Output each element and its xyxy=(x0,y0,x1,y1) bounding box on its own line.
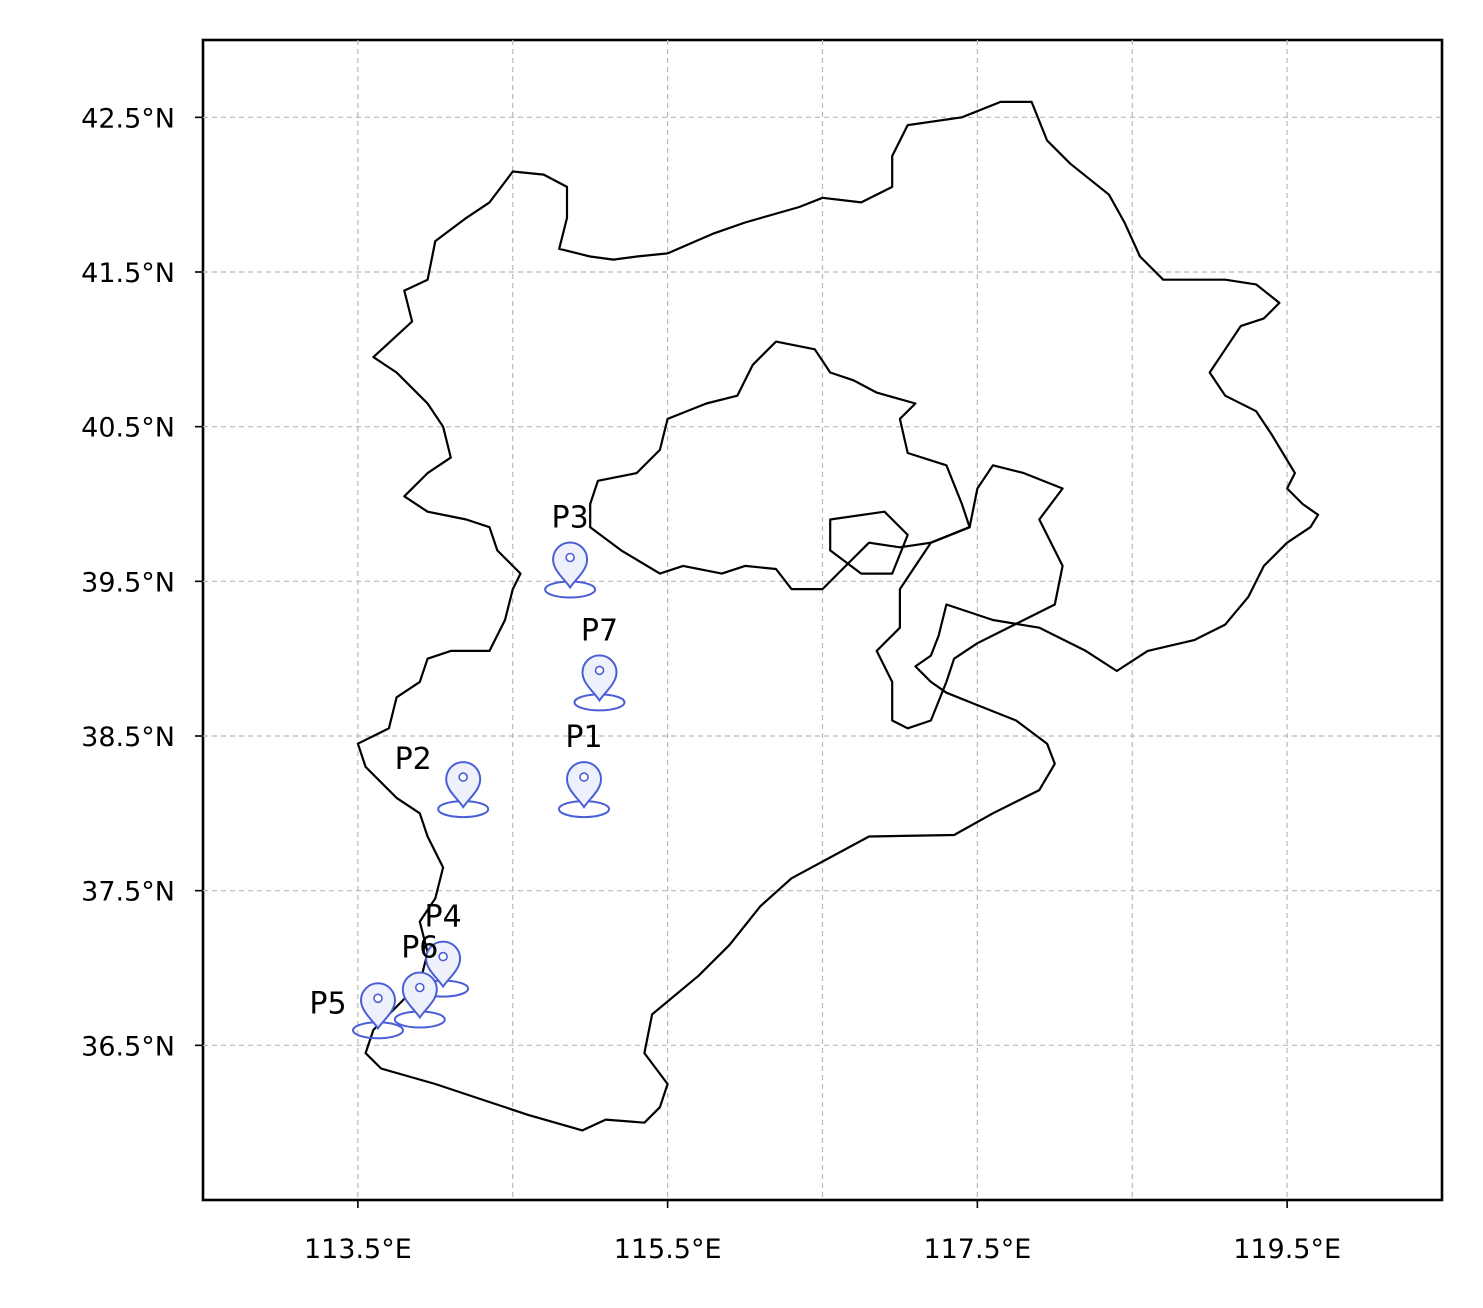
pin-body xyxy=(425,940,462,989)
x-tick-label: 119.5°E xyxy=(1233,1234,1341,1265)
map-pin-icon[interactable] xyxy=(437,761,490,819)
pin-dot xyxy=(414,982,425,993)
marker-label: P5 xyxy=(309,986,346,1021)
x-tick-label: 113.5°E xyxy=(304,1234,412,1265)
marker-label: P4 xyxy=(425,900,462,935)
pin-dot xyxy=(438,951,448,962)
pin-body xyxy=(552,541,589,590)
beijing-outline xyxy=(589,340,971,591)
map-pin-icon[interactable] xyxy=(573,654,626,712)
y-tick-label: 41.5°N xyxy=(81,258,175,289)
map-pin-icon[interactable] xyxy=(352,982,404,1040)
y-tick-label: 40.5°N xyxy=(81,413,175,444)
map-pin-icon[interactable] xyxy=(558,761,610,819)
y-tick-label: 39.5°N xyxy=(81,567,175,598)
y-tick-label: 36.5°N xyxy=(81,1031,175,1062)
pin-dot xyxy=(565,552,575,563)
x-tick-label: 115.5°E xyxy=(614,1234,722,1265)
pin-dot xyxy=(458,772,469,782)
y-tick-label: 42.5°N xyxy=(81,103,175,134)
pin-body xyxy=(581,654,618,703)
pin-body xyxy=(445,761,482,809)
x-tick-label: 117.5°E xyxy=(923,1234,1031,1265)
marker-label: P6 xyxy=(401,931,438,966)
map-pin-icon[interactable] xyxy=(393,971,446,1029)
pin-dot xyxy=(373,993,383,1004)
marker-label: P3 xyxy=(552,501,589,536)
pin-body xyxy=(359,982,397,1031)
tianjin-outline xyxy=(875,464,1064,730)
pin-body xyxy=(565,761,603,809)
y-tick-label: 38.5°N xyxy=(81,722,175,753)
marker-label: P2 xyxy=(395,742,432,777)
pin-body xyxy=(401,971,438,1020)
hebei-outline xyxy=(356,100,1320,1132)
hebei-exclave-outline xyxy=(829,510,909,575)
pin-dot xyxy=(579,772,589,782)
y-tick-label: 37.5°N xyxy=(81,877,175,908)
pin-dot xyxy=(594,665,605,676)
marker-label: P7 xyxy=(581,613,618,648)
map-pin-icon[interactable] xyxy=(544,541,597,599)
marker-label: P1 xyxy=(565,720,602,755)
